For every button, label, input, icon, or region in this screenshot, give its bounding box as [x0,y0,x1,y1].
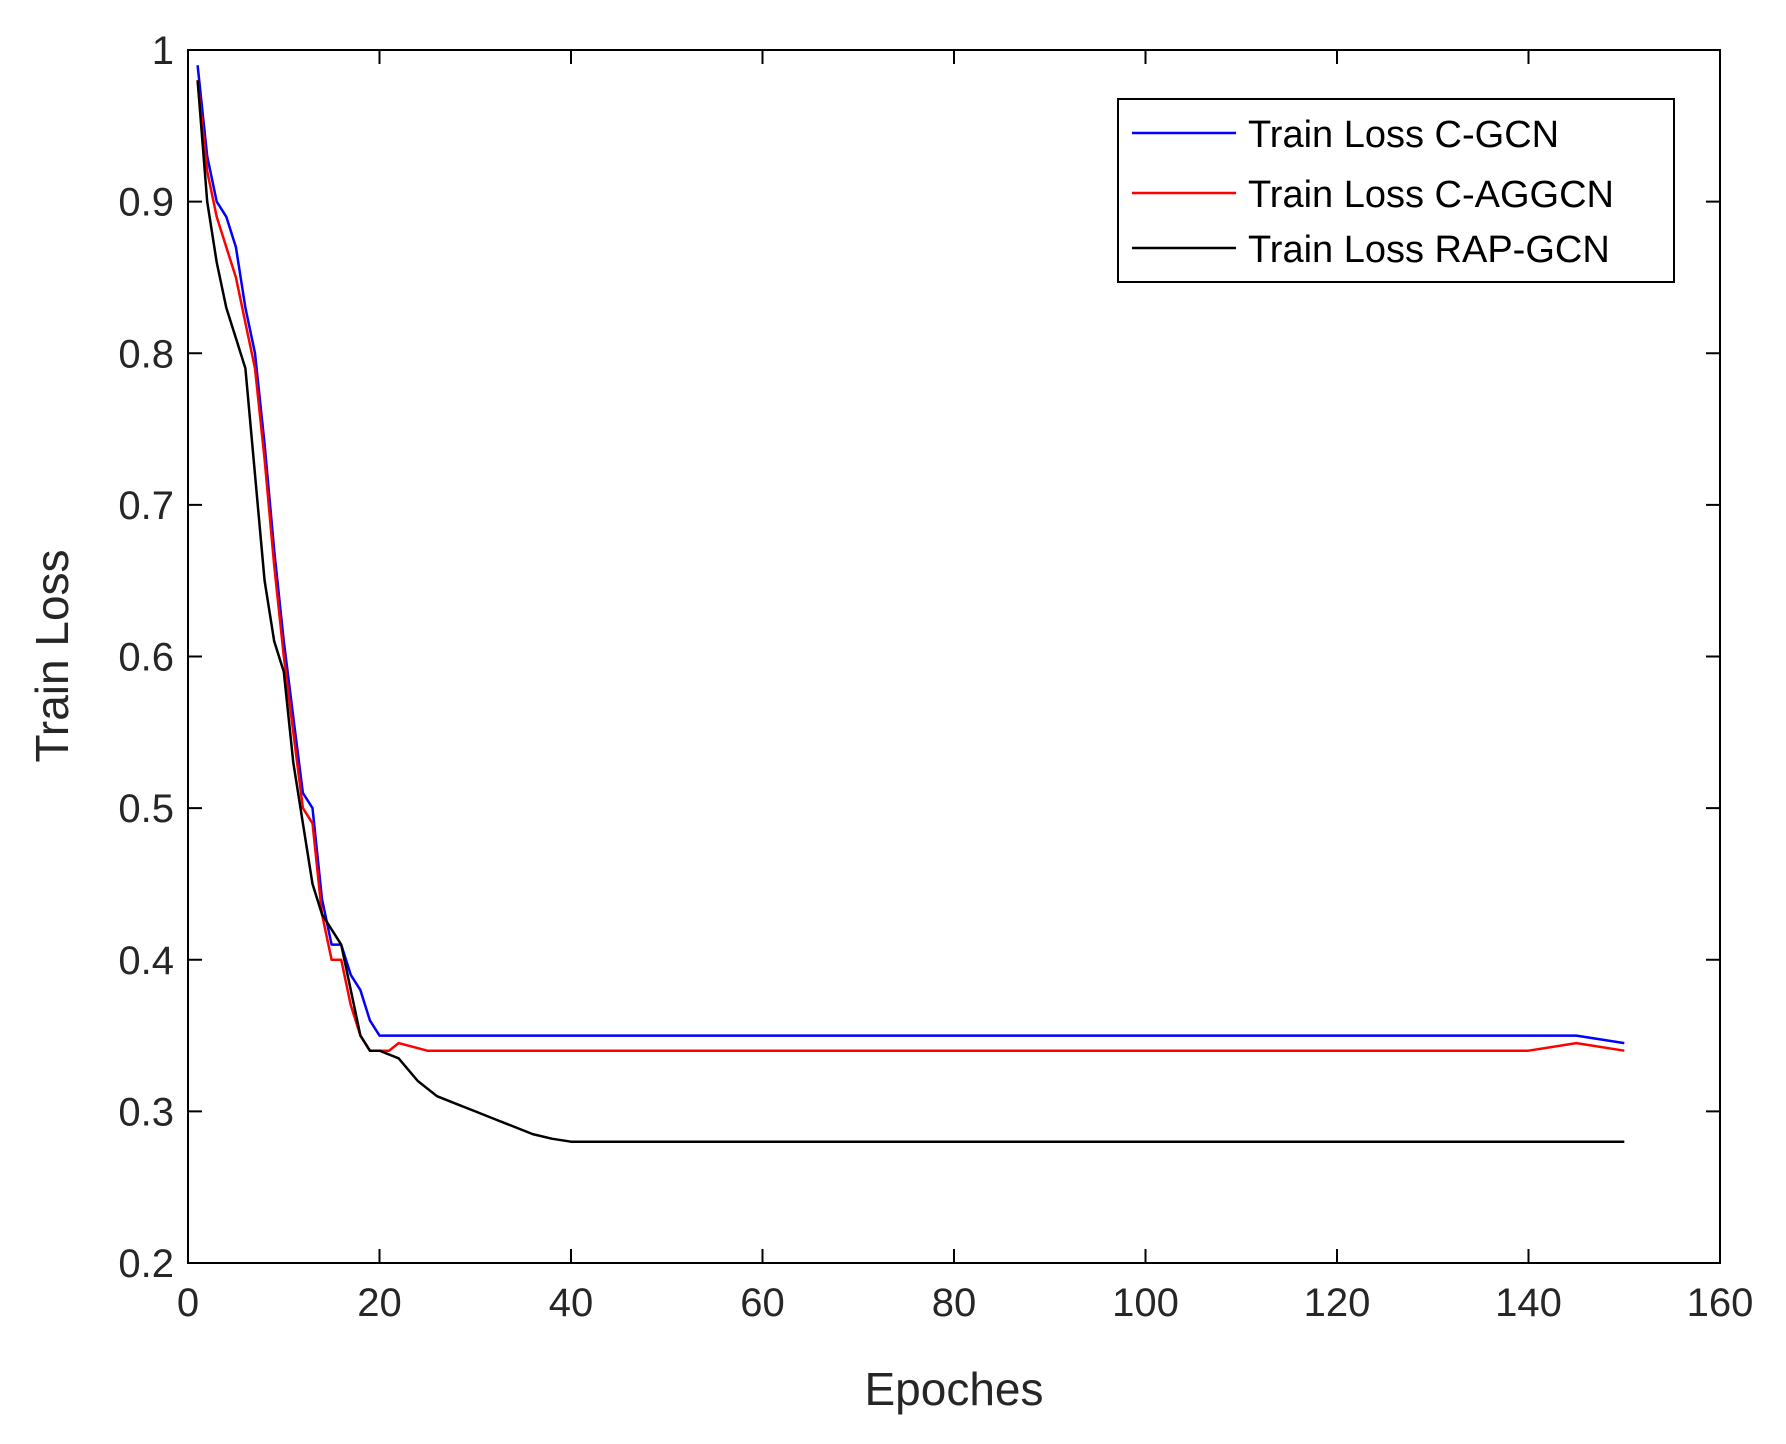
y-tick-label: 0.2 [118,1242,174,1286]
x-tick-label: 20 [357,1281,402,1325]
y-tick-label: 0.7 [118,484,174,528]
x-tick-label: 100 [1112,1281,1179,1325]
x-tick-label: 120 [1304,1281,1371,1325]
y-tick-label: 0.4 [118,939,174,983]
x-tick-label: 0 [177,1281,199,1325]
y-tick-label: 1 [152,29,174,73]
legend-label-c-gcn: Train Loss C-GCN [1248,114,1559,156]
x-tick-label: 140 [1495,1281,1562,1325]
y-tick-label: 0.5 [118,787,174,831]
legend-label-rap-gcn: Train Loss RAP-GCN [1248,229,1610,271]
x-axis-label: Epoches [864,1363,1043,1415]
y-axis-label: Train Loss [26,549,78,762]
y-tick-label: 0.3 [118,1090,174,1134]
series-line-rap-gcn [196,80,1625,1143]
x-tick-label: 60 [740,1281,785,1325]
legend-label-c-aggcn: Train Loss C-AGGCN [1248,174,1614,216]
legend: Train Loss C-GCN Train Loss C-AGGCN Trai… [1117,98,1675,283]
tick-layer: 0 20 40 60 80 100 120 140 160 0.2 0.3 0.4 0.5 0.6 0.7 0… [118,29,1753,1325]
x-tick-label: 40 [549,1281,594,1325]
y-tick-label: 0.8 [118,332,174,376]
y-tick-label: 0.9 [118,181,174,225]
legend-box [1117,98,1675,283]
y-tick-label: 0.6 [118,636,174,680]
series-layer [196,65,1625,1143]
x-tick-label: 80 [932,1281,977,1325]
x-tick-label: 160 [1687,1281,1754,1325]
series-line-c-gcn [196,65,1625,1045]
